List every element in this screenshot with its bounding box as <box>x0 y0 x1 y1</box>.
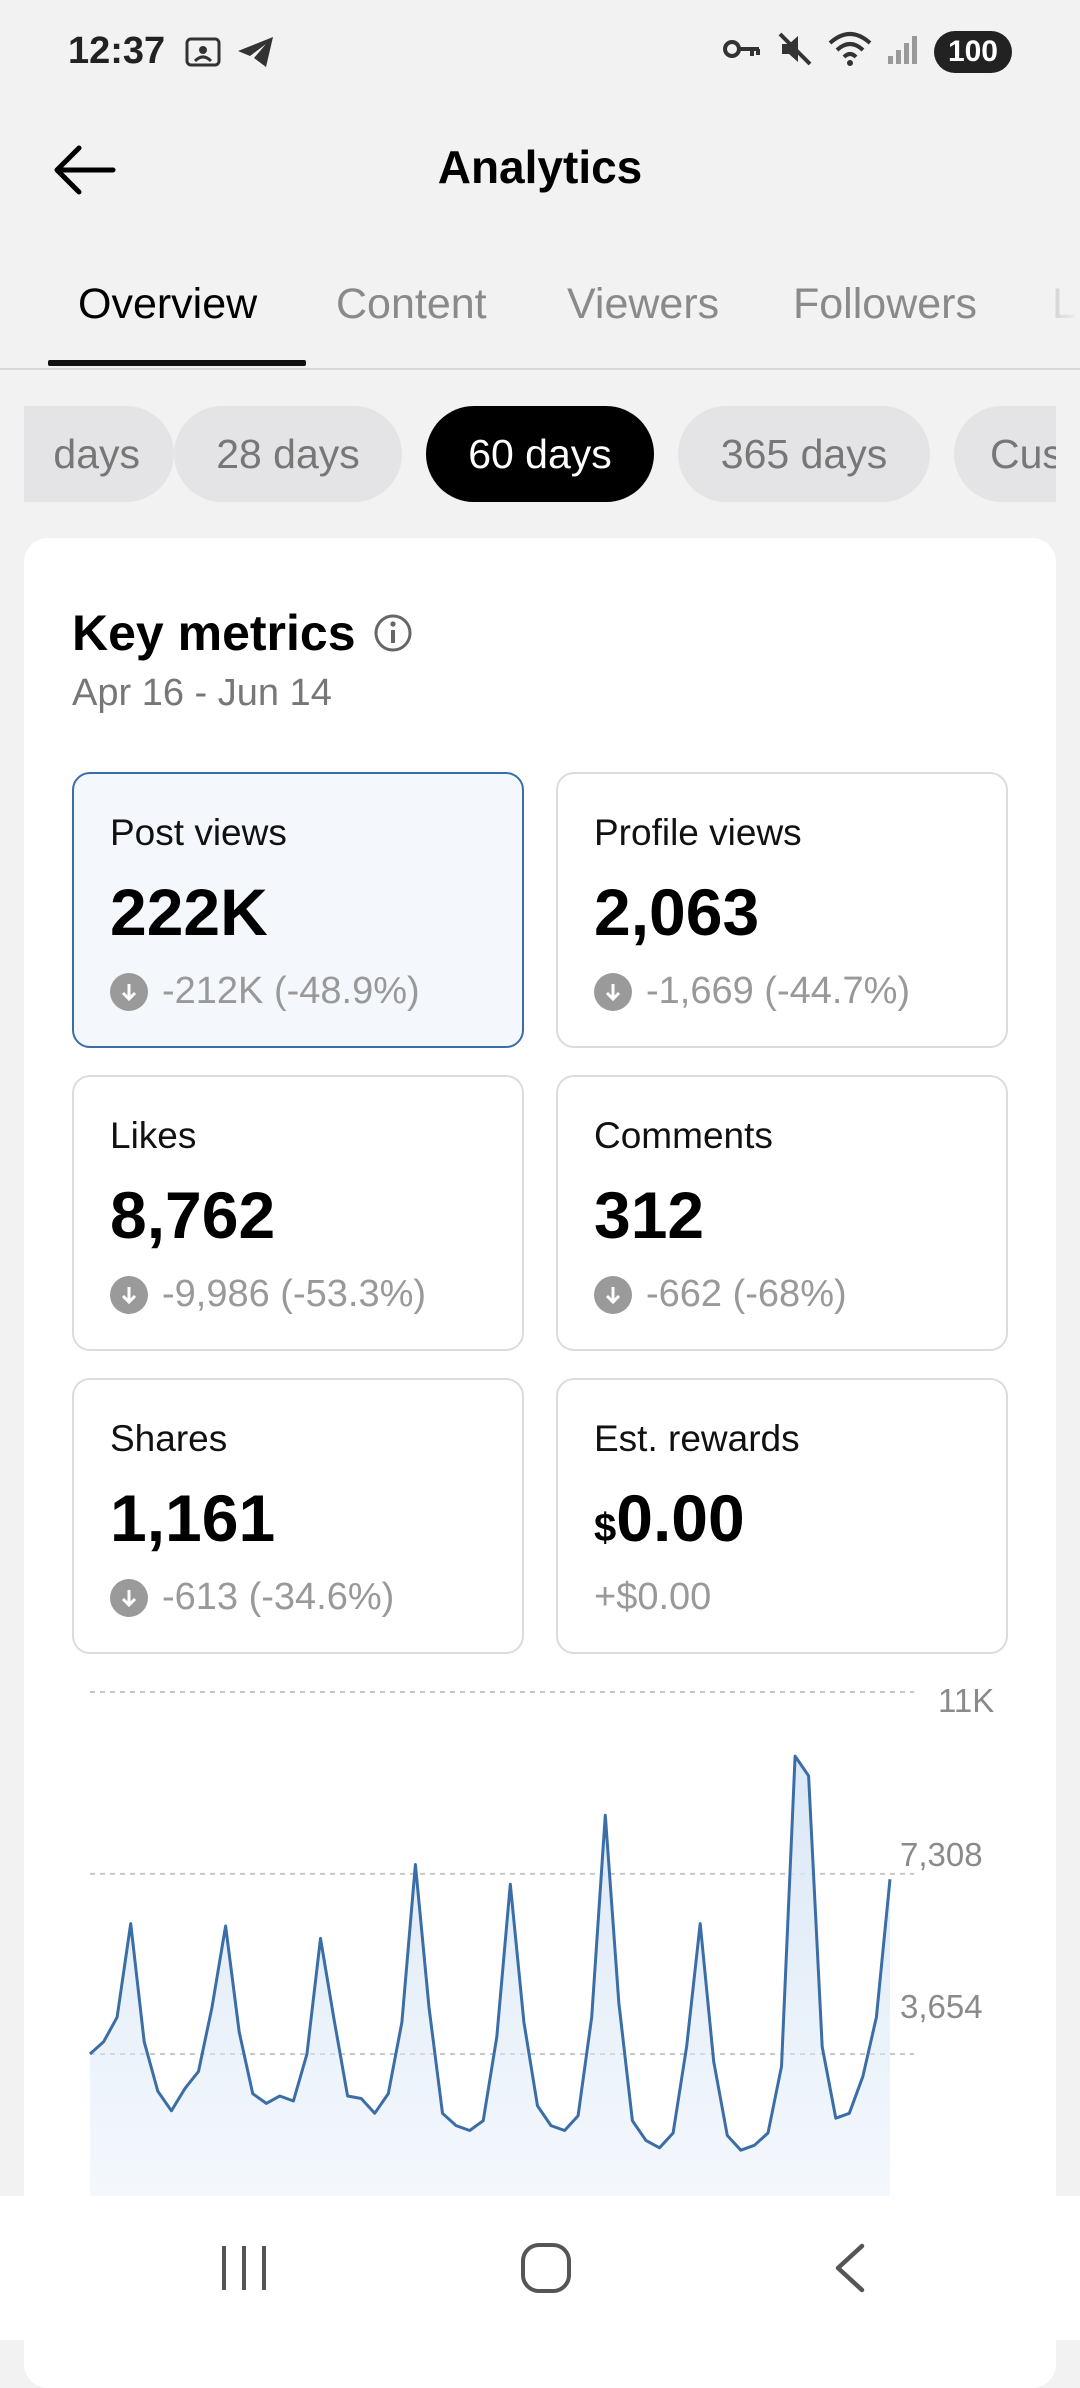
tabs-fade <box>990 250 1080 368</box>
key-metrics-title: Key metrics <box>72 604 414 662</box>
series-area <box>90 1756 890 2234</box>
range-chip-60-days[interactable]: 60 days <box>426 406 654 502</box>
metric-label: Shares <box>110 1418 228 1459</box>
mute-icon <box>776 30 814 73</box>
metric-change: -613 (-34.6%) <box>162 1576 395 1618</box>
key-icon <box>722 34 762 69</box>
metric-value: $0.00 <box>594 1480 745 1556</box>
range-chip-28-days[interactable]: 28 days <box>174 406 402 502</box>
back-icon <box>835 2243 865 2293</box>
key-metrics-heading: Key metrics <box>72 605 356 661</box>
wifi-icon <box>828 31 872 72</box>
arrow-down-icon <box>594 1275 632 1314</box>
metric-value: 222K <box>110 875 268 949</box>
metric-value: 2,063 <box>594 875 760 949</box>
metric-value: 312 <box>594 1178 705 1252</box>
metric-label: Est. rewards <box>594 1418 800 1459</box>
metric-label: Profile views <box>594 812 802 853</box>
metric-card-shares[interactable]: Shares 1,161 -613 (-34.6%) <box>72 1378 524 1654</box>
status-time: 12:37 <box>68 30 166 72</box>
metric-card-likes[interactable]: Likes 8,762 -9,986 (-53.3%) <box>72 1075 524 1351</box>
home-button[interactable] <box>496 2232 596 2304</box>
metric-label: Likes <box>110 1115 197 1156</box>
active-tab-indicator <box>48 360 306 366</box>
system-nav-bar <box>0 2196 1080 2340</box>
range-selector: days 28 days 60 days 365 days Cus <box>24 406 1056 502</box>
arrow-down-icon <box>110 1275 148 1314</box>
status-bar: 12:37 100 <box>0 0 1080 110</box>
currency-sign: $ <box>594 1506 617 1550</box>
y-tick-label: 11K <box>938 1682 995 1719</box>
tab-bar: Overview Content Viewers Followers L <box>0 250 1080 370</box>
metric-card-est-rewards[interactable]: Est. rewards $0.00 +$0.00 <box>556 1378 1008 1654</box>
header: Analytics <box>0 110 1080 230</box>
metric-change: -1,669 (-44.7%) <box>646 970 911 1012</box>
post-views-chart: 11K 7,308 3,654 <box>24 1682 1056 2250</box>
info-icon[interactable] <box>372 612 414 654</box>
date-range: Apr 16 - Jun 14 <box>72 672 332 714</box>
metric-value: 8,762 <box>110 1178 276 1252</box>
series-line <box>88 1754 892 2152</box>
screenshot-icon <box>184 34 222 75</box>
nav-back-button[interactable] <box>800 2232 900 2304</box>
telegram-icon <box>236 34 276 75</box>
arrow-down-icon <box>110 972 148 1011</box>
tab-content[interactable]: Content <box>336 280 487 328</box>
metric-change: -662 (-68%) <box>646 1273 847 1315</box>
range-chip-365-days[interactable]: 365 days <box>678 406 930 502</box>
y-tick-label: 3,654 <box>900 1988 983 2025</box>
metric-change: -9,986 (-53.3%) <box>162 1273 427 1315</box>
arrow-down-icon <box>110 1578 148 1617</box>
metric-card-comments[interactable]: Comments 312 -662 (-68%) <box>556 1075 1008 1351</box>
range-chip-7-days[interactable]: days <box>24 406 174 502</box>
key-metrics-card: Key metrics Apr 16 - Jun 14 Post views 2… <box>24 538 1056 2388</box>
recents-button[interactable] <box>194 2232 294 2304</box>
home-icon <box>521 2243 571 2293</box>
back-button[interactable] <box>44 138 124 202</box>
tab-followers[interactable]: Followers <box>793 280 977 328</box>
range-chip-custom[interactable]: Cus <box>954 406 1056 502</box>
metric-value-number: 0.00 <box>616 1481 745 1555</box>
metric-change: +$0.00 <box>594 1576 712 1618</box>
metric-change: -212K (-48.9%) <box>162 970 420 1012</box>
metric-card-profile-views[interactable]: Profile views 2,063 -1,669 (-44.7%) <box>556 772 1008 1048</box>
metric-label: Post views <box>110 812 287 853</box>
tab-viewers[interactable]: Viewers <box>567 280 720 328</box>
signal-icon <box>886 32 920 71</box>
tab-overview[interactable]: Overview <box>78 280 258 328</box>
page-title: Analytics <box>437 141 643 193</box>
metric-card-post-views[interactable]: Post views 222K -212K (-48.9%) <box>72 772 524 1048</box>
metric-value: 1,161 <box>110 1481 276 1555</box>
battery-indicator: 100 <box>933 30 1012 73</box>
arrow-down-icon <box>594 972 632 1011</box>
metric-label: Comments <box>594 1115 773 1156</box>
recents-icon <box>222 2246 266 2290</box>
y-tick-label: 7,308 <box>900 1836 983 1873</box>
chart-svg <box>88 1691 914 2235</box>
arrow-left-icon <box>54 145 116 195</box>
